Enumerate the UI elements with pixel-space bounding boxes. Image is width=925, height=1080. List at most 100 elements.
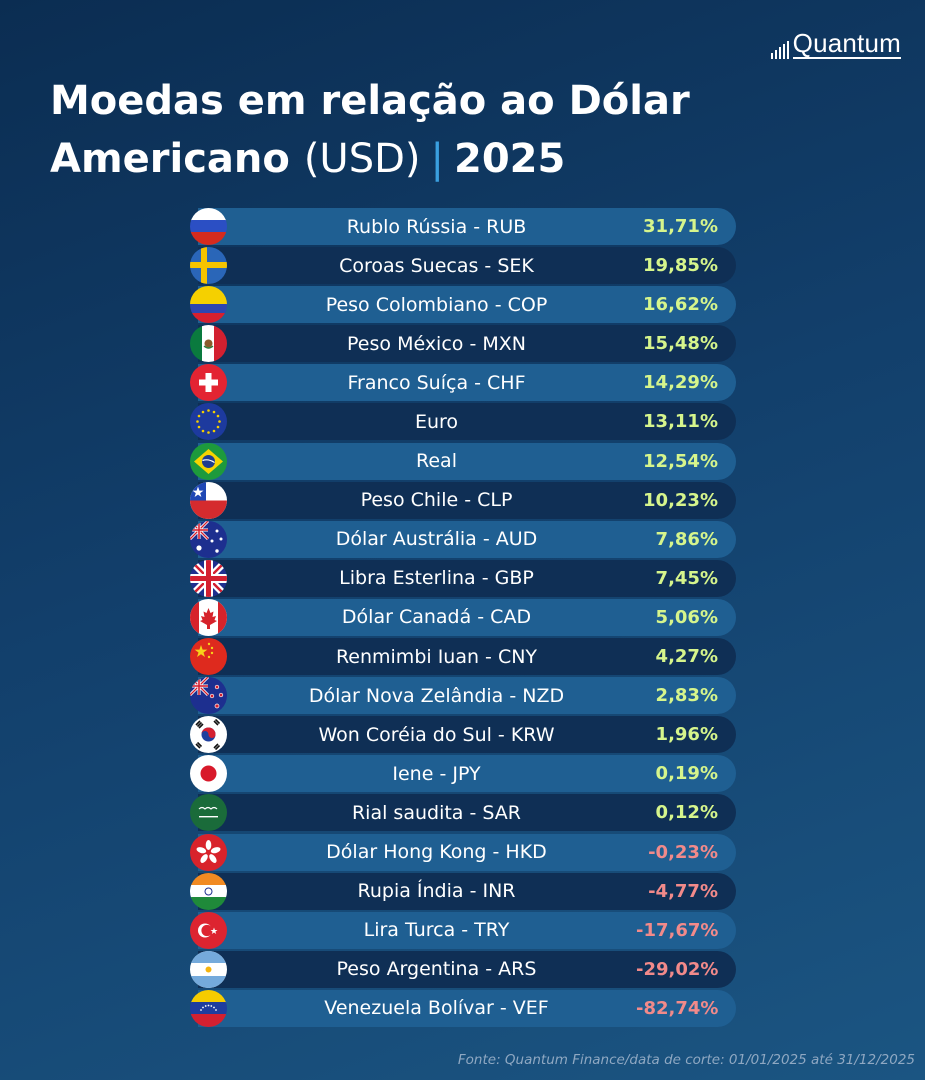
table-row: Renmimbi Iuan - CNY 4,27% bbox=[188, 637, 736, 676]
currency-name: Lira Turca - TRY bbox=[363, 919, 510, 942]
table-row: Rupia Índia - INR -4,77% bbox=[188, 872, 736, 911]
brazil-flag-icon bbox=[190, 442, 227, 480]
table-row: Euro 13,11% bbox=[188, 402, 736, 441]
currency-change-value: -82,74% bbox=[636, 997, 719, 1019]
title-line1: Moedas em relação ao Dólar bbox=[50, 78, 690, 124]
logo-bars-icon bbox=[770, 37, 789, 59]
currency-name: Won Coréia do Sul - KRW bbox=[318, 723, 555, 746]
table-row: Dólar Nova Zelândia - NZD 2,83% bbox=[188, 676, 736, 715]
currency-name: Franco Suíça - CHF bbox=[347, 371, 526, 394]
currency-name: Rublo Rússia - RUB bbox=[346, 215, 527, 238]
mexico-flag-icon bbox=[190, 325, 227, 363]
currency-name: Rupia Índia - INR bbox=[357, 880, 516, 903]
row-background bbox=[198, 403, 736, 441]
currency-name: Dólar Austrália - AUD bbox=[335, 528, 538, 551]
currency-change-value: -29,02% bbox=[636, 958, 719, 980]
currency-change-value: 19,85% bbox=[643, 255, 718, 277]
currency-change-value: 1,96% bbox=[655, 724, 718, 746]
table-row: Peso Colombiano - COP 16,62% bbox=[188, 285, 736, 324]
row-background bbox=[198, 364, 736, 402]
currency-name: Iene - JPY bbox=[392, 762, 481, 785]
new-zealand-flag-icon bbox=[190, 677, 227, 715]
row-background bbox=[198, 794, 736, 832]
currency-change-value: 7,86% bbox=[655, 528, 718, 550]
canada-flag-icon bbox=[190, 598, 227, 636]
russia-flag-icon bbox=[190, 208, 227, 245]
chile-flag-icon bbox=[190, 481, 227, 519]
row-background bbox=[198, 325, 736, 363]
currency-table: Rublo Rússia - RUB 31,71% Coroas Suecas - … bbox=[188, 207, 736, 1028]
row-background bbox=[198, 833, 736, 871]
page-title: Moedas em relação ao Dólar Americano (US… bbox=[50, 72, 750, 188]
brand-name: Quantum bbox=[792, 28, 901, 59]
japan-flag-icon bbox=[190, 755, 227, 793]
title-line2-light: (USD) bbox=[303, 136, 421, 182]
colombia-flag-icon bbox=[190, 286, 227, 324]
south-korea-flag-icon bbox=[190, 716, 227, 754]
quantum-logo: Quantum bbox=[770, 28, 901, 59]
sweden-flag-icon bbox=[190, 247, 227, 285]
title-year: 2025 bbox=[453, 136, 566, 182]
turkey-flag-icon bbox=[190, 911, 227, 949]
currency-change-value: 4,27% bbox=[655, 646, 718, 668]
currency-change-value: 13,11% bbox=[643, 411, 718, 433]
row-background bbox=[198, 989, 736, 1027]
row-background bbox=[198, 677, 736, 715]
currency-name: Real bbox=[416, 450, 457, 473]
currency-change-value: 0,19% bbox=[655, 763, 718, 785]
row-background bbox=[198, 442, 736, 480]
title-separator: | bbox=[430, 136, 444, 182]
table-row: Iene - JPY 0,19% bbox=[188, 754, 736, 793]
currency-name: Coroas Suecas - SEK bbox=[339, 254, 534, 277]
currency-name: Rial saudita - SAR bbox=[351, 801, 521, 824]
row-background bbox=[198, 872, 736, 910]
currency-name: Peso Chile - CLP bbox=[360, 489, 513, 512]
table-row: Libra Esterlina - GBP 7,45% bbox=[188, 559, 736, 598]
table-row: Won Coréia do Sul - KRW 1,96% bbox=[188, 715, 736, 754]
currency-change-value: 10,23% bbox=[643, 489, 718, 511]
uk-flag-icon bbox=[190, 559, 227, 597]
hong-kong-flag-icon bbox=[190, 833, 227, 871]
row-background bbox=[198, 481, 736, 519]
source-note: Fonte: Quantum Finance/data de corte: 01… bbox=[457, 1052, 915, 1068]
table-row: Dólar Hong Kong - HKD -0,23% bbox=[188, 833, 736, 872]
currency-change-value: 31,71% bbox=[643, 216, 718, 237]
currency-name: Peso México - MXN bbox=[347, 332, 526, 355]
table-row: Peso Chile - CLP 10,23% bbox=[188, 481, 736, 520]
currency-change-value: -0,23% bbox=[648, 841, 718, 863]
table-row: Coroas Suecas - SEK 19,85% bbox=[188, 246, 736, 285]
row-background bbox=[198, 950, 736, 988]
currency-change-value: 12,54% bbox=[643, 450, 718, 472]
row-background bbox=[198, 911, 736, 949]
eu-flag-icon bbox=[190, 403, 227, 441]
title-line2-bold: Americano bbox=[50, 136, 290, 182]
currency-change-value: 2,83% bbox=[655, 685, 718, 707]
currency-name: Euro bbox=[414, 410, 459, 433]
currency-change-value: 7,45% bbox=[655, 567, 718, 589]
australia-flag-icon bbox=[190, 520, 227, 558]
row-background bbox=[198, 286, 736, 324]
row-background bbox=[198, 716, 736, 754]
venezuela-flag-icon bbox=[190, 989, 227, 1027]
currency-name: Dólar Canadá - CAD bbox=[341, 606, 532, 629]
row-background bbox=[198, 208, 736, 245]
table-row: Venezuela Bolívar - VEF -82,74% bbox=[188, 989, 736, 1028]
currency-name: Dólar Nova Zelândia - NZD bbox=[308, 684, 565, 707]
currency-change-value: 0,12% bbox=[655, 802, 718, 824]
currency-name: Peso Argentina - ARS bbox=[336, 958, 537, 981]
saudi-arabia-flag-icon bbox=[190, 794, 227, 832]
table-row: Rublo Rússia - RUB 31,71% bbox=[188, 207, 736, 246]
table-row: Peso Argentina - ARS -29,02% bbox=[188, 950, 736, 989]
china-flag-icon bbox=[190, 638, 227, 676]
row-background bbox=[198, 638, 736, 676]
row-background bbox=[198, 755, 736, 793]
row-background bbox=[198, 247, 736, 285]
row-background bbox=[198, 520, 736, 558]
currency-name: Dólar Hong Kong - HKD bbox=[326, 841, 547, 863]
row-background bbox=[198, 559, 736, 597]
currency-change-value: 14,29% bbox=[643, 372, 718, 394]
currency-change-value: 16,62% bbox=[643, 294, 718, 316]
currency-name: Peso Colombiano - COP bbox=[325, 293, 548, 316]
table-row: Dólar Austrália - AUD 7,86% bbox=[188, 520, 736, 559]
table-row: Rial saudita - SAR 0,12% bbox=[188, 793, 736, 832]
